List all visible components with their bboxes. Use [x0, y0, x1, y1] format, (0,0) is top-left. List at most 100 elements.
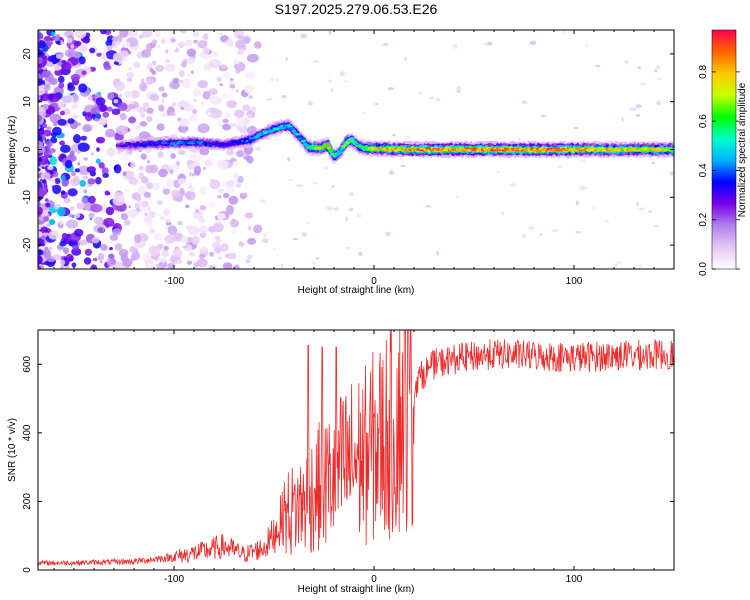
noise-blob	[70, 44, 75, 49]
noise-blob	[197, 40, 208, 49]
noise-blob	[198, 217, 205, 224]
snr-x-ticks: -100 0 100	[53, 330, 675, 585]
noise-blob	[109, 247, 113, 251]
noise-blob	[51, 179, 56, 184]
noise-blob	[148, 225, 153, 231]
noise-blob	[163, 208, 170, 217]
noise-blob	[38, 157, 43, 163]
noise-blob	[246, 155, 254, 164]
noise-blob	[54, 65, 61, 71]
noise-blob	[171, 102, 177, 107]
noise-blob	[217, 195, 222, 199]
noise-blob	[157, 243, 164, 249]
noise-blob	[154, 30, 161, 38]
noise-blob	[59, 259, 66, 266]
x-tick-label: 100	[566, 276, 583, 287]
noise-blob	[44, 198, 49, 202]
noise-blob	[60, 110, 65, 116]
noise-blob	[170, 153, 176, 159]
noise-speck	[161, 98, 165, 104]
noise-speck	[455, 195, 460, 199]
ridge-cell	[325, 144, 331, 147]
noise-speck	[382, 43, 389, 46]
noise-blob	[228, 195, 239, 205]
noise-blob	[200, 247, 207, 253]
noise-blob	[43, 216, 49, 222]
noise-blob	[165, 218, 171, 223]
noise-blob	[71, 103, 79, 109]
noise-blob	[75, 30, 87, 39]
noise-blob	[230, 122, 237, 127]
noise-blob	[38, 265, 41, 269]
noise-speck	[585, 44, 589, 47]
noise-blob	[141, 200, 149, 208]
noise-blob	[89, 47, 96, 54]
noise-blob	[97, 252, 105, 261]
noise-blob	[78, 44, 88, 53]
noise-speck	[333, 206, 339, 212]
noise-blob	[237, 48, 244, 56]
noise-blob	[43, 123, 48, 129]
noise-speck	[655, 64, 661, 70]
noise-blob	[209, 179, 221, 190]
noise-blob	[231, 218, 237, 223]
noise-blob	[177, 178, 185, 185]
noise-blob	[38, 238, 45, 246]
noise-blob	[222, 93, 229, 99]
noise-blob	[226, 252, 237, 260]
noise-speck	[285, 57, 288, 61]
noise-blob	[128, 66, 133, 71]
noise-blob	[122, 258, 133, 267]
noise-blob	[95, 136, 106, 144]
noise-blob	[204, 159, 213, 168]
noise-blob	[126, 30, 139, 37]
noise-blob	[55, 53, 63, 59]
noise-speck	[579, 159, 587, 164]
noise-blob	[233, 63, 240, 69]
noise-blob	[222, 123, 232, 131]
noise-speck	[349, 207, 354, 211]
noise-blob	[90, 152, 94, 156]
spectrogram-noise-blobs	[38, 30, 674, 269]
ridge-cell	[296, 133, 301, 136]
noise-speck	[324, 165, 328, 170]
snr-y-label: SNR (10 * v/v)	[7, 418, 18, 482]
noise-blob	[59, 220, 64, 225]
colorbar-tick-label: 0.0	[698, 262, 709, 276]
noise-blob	[120, 50, 129, 58]
noise-blob	[44, 35, 52, 42]
noise-blob	[125, 149, 133, 156]
snr-background	[38, 330, 674, 570]
noise-speck	[575, 230, 582, 234]
noise-blob	[128, 177, 139, 185]
noise-blob	[99, 105, 108, 112]
noise-blob	[199, 205, 207, 211]
noise-blob	[186, 159, 194, 165]
ridge-cell	[352, 140, 357, 143]
noise-speck	[655, 100, 662, 106]
noise-blob	[226, 148, 235, 156]
noise-speck	[624, 60, 629, 64]
noise-blob	[201, 101, 205, 106]
noise-blob	[49, 156, 57, 166]
noise-blob	[219, 64, 227, 70]
noise-blob	[71, 262, 77, 268]
noise-speck	[388, 170, 394, 175]
noise-blob	[127, 209, 139, 219]
noise-blob	[87, 95, 94, 101]
noise-blob	[48, 230, 60, 240]
noise-blob	[53, 254, 62, 261]
noise-blob	[141, 207, 147, 212]
noise-blob	[154, 232, 163, 242]
noise-blob	[106, 45, 113, 51]
noise-blob	[136, 200, 142, 205]
noise-blob	[113, 164, 122, 174]
noise-blob	[236, 89, 239, 93]
noise-blob	[141, 253, 149, 261]
noise-blob	[95, 158, 101, 164]
noise-blob	[55, 34, 60, 39]
noise-blob	[136, 197, 142, 202]
noise-blob	[212, 51, 219, 57]
noise-speck	[522, 234, 527, 239]
noise-blob	[216, 76, 222, 82]
